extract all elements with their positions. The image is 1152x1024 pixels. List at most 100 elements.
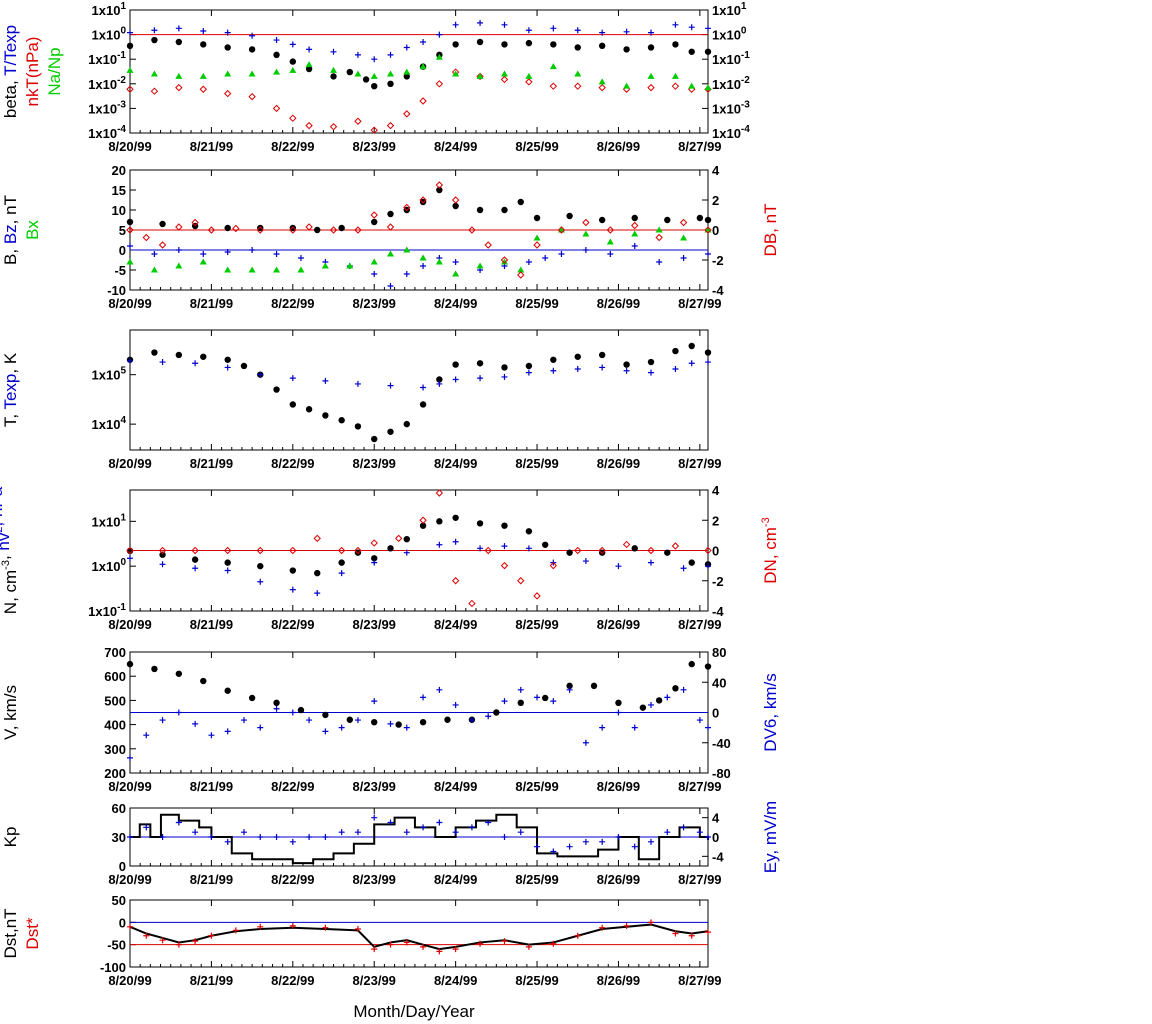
data-point bbox=[224, 687, 231, 694]
data-point bbox=[688, 559, 695, 566]
data-point bbox=[451, 577, 460, 585]
data-point bbox=[672, 685, 679, 692]
data-point bbox=[655, 233, 663, 242]
data-point bbox=[615, 834, 622, 840]
x-tick-label: 8/26/99 bbox=[597, 872, 640, 887]
data-point bbox=[322, 728, 329, 735]
data-point bbox=[403, 535, 410, 543]
y-tick-label: 1x10-1 bbox=[88, 602, 126, 619]
data-point bbox=[273, 699, 280, 707]
x-tick-label: 8/20/99 bbox=[108, 872, 151, 887]
data-point bbox=[485, 819, 492, 826]
data-point bbox=[199, 258, 207, 265]
data-point bbox=[550, 848, 557, 855]
y-tick-label: -100 bbox=[100, 960, 126, 975]
data-point bbox=[615, 699, 622, 707]
data-point bbox=[582, 558, 589, 565]
data-point bbox=[306, 717, 313, 724]
data-point bbox=[598, 549, 606, 556]
series-line bbox=[130, 813, 709, 865]
data-point bbox=[435, 258, 443, 265]
data-point bbox=[574, 932, 581, 939]
data-point bbox=[306, 834, 313, 840]
y-right-tick-label: 0 bbox=[712, 706, 719, 721]
data-point bbox=[647, 83, 655, 92]
data-point bbox=[289, 224, 297, 232]
data-point bbox=[648, 919, 655, 926]
data-point bbox=[705, 563, 711, 570]
x-tick-label: 8/23/99 bbox=[353, 139, 396, 154]
y-right-tick-label: -2 bbox=[712, 574, 724, 589]
data-point bbox=[549, 82, 558, 90]
x-tick-label: 8/21/99 bbox=[190, 296, 233, 311]
data-point bbox=[240, 829, 247, 836]
data-point bbox=[159, 717, 166, 724]
data-point bbox=[159, 937, 166, 944]
data-point bbox=[208, 732, 215, 739]
series-b bbox=[126, 186, 712, 234]
data-point bbox=[647, 72, 655, 79]
data-point bbox=[420, 694, 427, 701]
data-point bbox=[500, 70, 508, 77]
x-tick-label: 8/26/99 bbox=[597, 139, 640, 154]
data-point bbox=[371, 435, 378, 443]
x-tick-label: 8/26/99 bbox=[597, 456, 640, 471]
data-point bbox=[420, 263, 427, 269]
data-point bbox=[566, 843, 573, 850]
x-tick-label: 8/20/99 bbox=[108, 456, 151, 471]
data-point bbox=[371, 56, 378, 63]
data-point bbox=[493, 709, 500, 716]
data-point bbox=[705, 929, 711, 936]
data-point bbox=[501, 938, 508, 945]
x-tick-label: 8/27/99 bbox=[678, 779, 721, 794]
data-point bbox=[224, 356, 231, 363]
x-tick-label: 8/25/99 bbox=[515, 617, 558, 632]
data-point bbox=[664, 549, 671, 556]
y-axis-label-2: nkT(nPa) bbox=[23, 37, 42, 107]
data-point bbox=[175, 670, 183, 677]
data-point bbox=[574, 70, 582, 77]
plot-frame bbox=[129, 9, 709, 134]
data-point bbox=[696, 214, 704, 222]
data-point bbox=[387, 210, 394, 218]
data-point bbox=[338, 570, 345, 577]
data-point bbox=[175, 262, 183, 269]
data-point bbox=[175, 25, 182, 32]
x-tick-label: 8/25/99 bbox=[515, 779, 558, 794]
data-point bbox=[704, 216, 712, 224]
data-point bbox=[329, 226, 338, 234]
data-point bbox=[354, 117, 362, 125]
data-point bbox=[297, 255, 304, 261]
y-right-axis-label: DN, cm-3 bbox=[760, 517, 780, 583]
data-point bbox=[248, 92, 256, 101]
data-point bbox=[175, 72, 183, 79]
data-point bbox=[314, 226, 321, 234]
data-point bbox=[476, 360, 484, 367]
x-tick-label: 8/22/99 bbox=[271, 139, 314, 154]
data-point bbox=[127, 754, 133, 761]
y-tick-label: 0 bbox=[119, 915, 126, 930]
data-point bbox=[477, 19, 484, 26]
data-point bbox=[623, 46, 630, 53]
x-tick-label: 8/23/99 bbox=[353, 296, 396, 311]
data-point bbox=[501, 21, 508, 28]
data-point bbox=[126, 546, 134, 555]
data-point bbox=[273, 705, 280, 712]
x-tick-label: 8/25/99 bbox=[515, 973, 558, 988]
data-point bbox=[500, 258, 508, 265]
y-right-axis-label: DV6, km/s bbox=[761, 673, 780, 751]
data-point bbox=[354, 717, 361, 724]
y-tick-label: 30 bbox=[112, 830, 126, 845]
data-point bbox=[127, 555, 133, 562]
data-point bbox=[436, 686, 443, 693]
data-point bbox=[549, 561, 558, 570]
data-point bbox=[452, 946, 459, 953]
y-tick-label: 5 bbox=[119, 223, 126, 238]
y-tick-label: 600 bbox=[104, 669, 126, 684]
x-tick-label: 8/27/99 bbox=[678, 456, 721, 471]
x-tick-label: 8/22/99 bbox=[271, 617, 314, 632]
data-point bbox=[606, 226, 615, 234]
series-t-texp bbox=[127, 19, 711, 63]
y-tick-label: 1x10-3 bbox=[88, 99, 126, 116]
x-tick-label: 8/24/99 bbox=[434, 296, 477, 311]
